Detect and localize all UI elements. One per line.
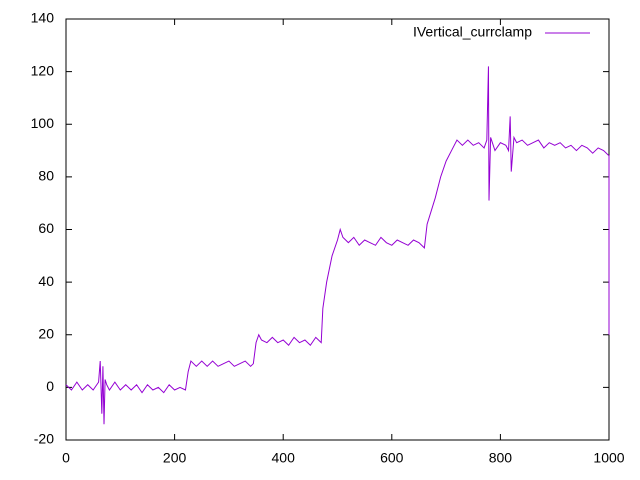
y-tick-label: 40 <box>38 273 54 289</box>
x-tick-label: 200 <box>163 450 187 466</box>
y-tick-label: 100 <box>31 115 55 131</box>
x-tick-label: 600 <box>380 450 404 466</box>
x-tick-label: 400 <box>272 450 296 466</box>
x-tick-label: 0 <box>62 450 70 466</box>
y-tick-label: 140 <box>31 10 55 26</box>
y-tick-label: 120 <box>31 62 55 78</box>
y-tick-label: 80 <box>38 168 54 184</box>
y-tick-label: 20 <box>38 325 54 341</box>
y-tick-label: -20 <box>34 431 54 447</box>
legend-label: IVertical_currclamp <box>413 24 532 40</box>
y-tick-label: 0 <box>46 378 54 394</box>
y-tick-label: 60 <box>38 220 54 236</box>
plot-border <box>65 18 610 441</box>
x-tick-label: 1000 <box>593 450 624 466</box>
data-line <box>65 66 610 425</box>
x-tick-label: 800 <box>489 450 513 466</box>
